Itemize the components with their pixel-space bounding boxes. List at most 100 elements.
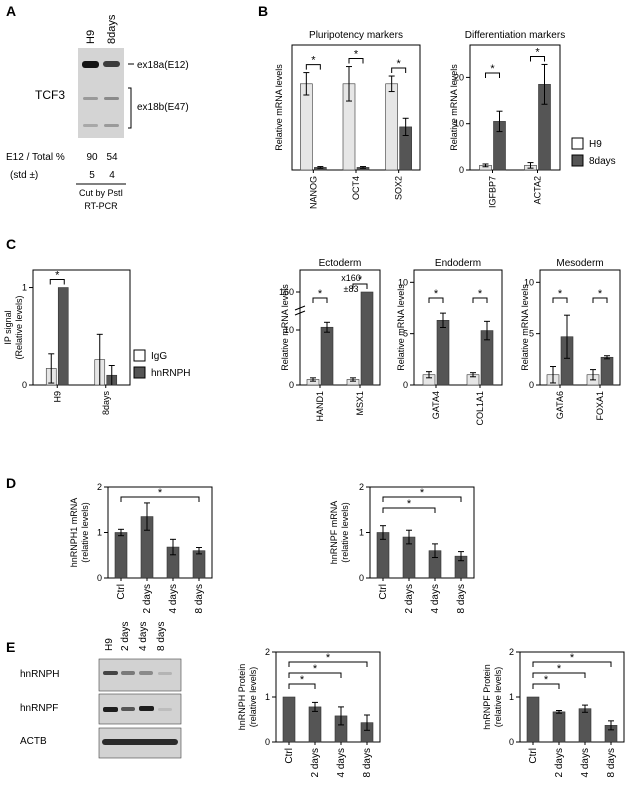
gel-lane-label: H9 xyxy=(85,30,97,44)
x-tick-label: 8 days xyxy=(606,748,617,777)
std-label: (std ±) xyxy=(10,170,38,181)
significance-star: * xyxy=(570,652,575,664)
x-tick-label: Ctrl xyxy=(116,584,127,600)
bar xyxy=(192,550,206,579)
x-tick-label: 8days xyxy=(101,391,111,416)
x-tick-label: Ctrl xyxy=(284,748,295,764)
y-axis-label: (relative levels) xyxy=(340,502,350,563)
y-axis-label: hnRNPF Protein xyxy=(482,664,492,730)
significance-star: * xyxy=(354,49,359,61)
blot-band xyxy=(121,671,135,675)
chart-title: Differentiation markers xyxy=(465,30,565,41)
significance-bracket xyxy=(352,283,368,289)
blot-row-label: ACTB xyxy=(20,736,47,747)
x-tick-label: 4 days xyxy=(336,748,347,777)
x-tick-label: 2 days xyxy=(404,584,415,613)
x-tick-label: ACTA2 xyxy=(533,176,543,204)
panel-letter-b: B xyxy=(258,3,268,19)
significance-bracket xyxy=(532,661,612,667)
y-tick-label: 0 xyxy=(459,165,464,175)
x-tick-label: FOXA1 xyxy=(595,391,605,421)
x-tick-label: 4 days xyxy=(580,748,591,777)
significance-bracket xyxy=(428,297,444,303)
significance-bracket xyxy=(530,55,545,62)
bar xyxy=(385,83,398,171)
significance-bracket xyxy=(120,496,200,502)
bar xyxy=(436,320,450,386)
legend-label: IgG xyxy=(151,351,167,362)
x-tick-label: 8 days xyxy=(456,584,467,613)
significance-star: * xyxy=(420,487,425,499)
y-axis-label: Relative mRNA levels xyxy=(280,284,290,371)
significance-star: * xyxy=(490,63,495,75)
blot-band xyxy=(139,671,153,675)
chart-c-ecto: Ectoderm Relative mRNA levels 0 10 160 HAND1 M… xyxy=(279,258,381,422)
blot-lane-label: 2 days xyxy=(120,622,131,651)
blot-lane-label: 8 days xyxy=(156,622,167,651)
y-axis-label: IP signal xyxy=(3,310,13,344)
ratio-label: E12 / Total % xyxy=(6,152,65,163)
chart-d-f: hnRNPF mRNA (relative levels) 0 1 2 Ctrl 2 day… xyxy=(329,482,475,613)
y-tick-label: 1 xyxy=(97,528,102,538)
blot-lane-label: H9 xyxy=(104,638,115,651)
x-tick-label: SOX2 xyxy=(394,176,404,200)
significance-bracket xyxy=(288,672,342,678)
legend-label: 8days xyxy=(589,156,616,167)
bar xyxy=(57,287,69,386)
x-tick-label: NANOG xyxy=(308,176,318,209)
significance-bracket xyxy=(288,661,368,667)
significance-bracket xyxy=(49,279,65,285)
significance-star: * xyxy=(326,652,331,664)
plot-frame xyxy=(413,269,503,386)
y-tick-label: 2 xyxy=(359,482,364,492)
gel-band xyxy=(83,124,98,127)
significance-bracket xyxy=(552,297,568,303)
x-tick-label: 4 days xyxy=(430,584,441,613)
x-tick-label: 8 days xyxy=(194,584,205,613)
panel-a: H9 8days TCF3 ex18a(E12) ex18b(E47) E12 … xyxy=(6,14,189,211)
y-tick-label: 0 xyxy=(359,573,364,583)
y-axis-label: hnRNPH1 mRNA xyxy=(69,498,79,568)
y-tick-label: 10 xyxy=(284,325,294,335)
y-axis-label: Relative mRNA levels xyxy=(274,64,284,151)
legend-b: H9 8days xyxy=(571,137,616,167)
x-tick-label: Ctrl xyxy=(378,584,389,600)
blot-lane-label: 4 days xyxy=(138,622,149,651)
significance-star: * xyxy=(318,288,323,300)
significance-bracket xyxy=(472,297,488,303)
chart-c-meso: Mesoderm Relative mRNA levels 0 5 10 GATA6 FOX… xyxy=(520,258,621,421)
significance-star: * xyxy=(313,663,318,675)
y-axis-label: hnRNPH Protein xyxy=(237,664,247,731)
x-tick-label: Ctrl xyxy=(528,748,539,764)
x-tick-label: GATA4 xyxy=(431,391,441,419)
significance-bracket xyxy=(532,683,560,689)
legend-label: H9 xyxy=(589,139,602,150)
significance-star: * xyxy=(358,274,363,286)
axis-break xyxy=(294,305,306,316)
y-axis-label: (relative levels) xyxy=(493,667,503,728)
bar xyxy=(300,83,313,171)
y-tick-label: 2 xyxy=(97,482,102,492)
x-tick-label: IGFBP7 xyxy=(488,176,498,208)
blot-band xyxy=(139,706,154,711)
y-axis-label: (relative levels) xyxy=(248,667,258,728)
bar xyxy=(320,326,334,386)
plot-frame xyxy=(539,269,621,386)
significance-bracket xyxy=(305,64,321,70)
chart-title: Pluripotency markers xyxy=(309,30,403,41)
chart-title: Endoderm xyxy=(435,258,481,269)
significance-bracket xyxy=(382,507,436,513)
bar xyxy=(114,532,128,579)
y-tick-label: 0 xyxy=(97,573,102,583)
panel-e-blots: H9 2 days 4 days 8 days hnRNPH hnRNPF AC… xyxy=(20,622,182,759)
chart-b-pluri: Pluripotency markers Relative mRNA levels… xyxy=(274,30,421,209)
y-axis-label: Relative mRNA levels xyxy=(520,284,530,371)
bar xyxy=(600,356,614,386)
y-tick-label: 0 xyxy=(509,737,514,747)
legend-label: hnRNPH xyxy=(151,368,190,379)
significance-star: * xyxy=(158,487,163,499)
blot-row-label: hnRNPF xyxy=(20,703,58,714)
x-tick-label: OCT4 xyxy=(351,176,361,200)
y-tick-label: 0 xyxy=(289,380,294,390)
